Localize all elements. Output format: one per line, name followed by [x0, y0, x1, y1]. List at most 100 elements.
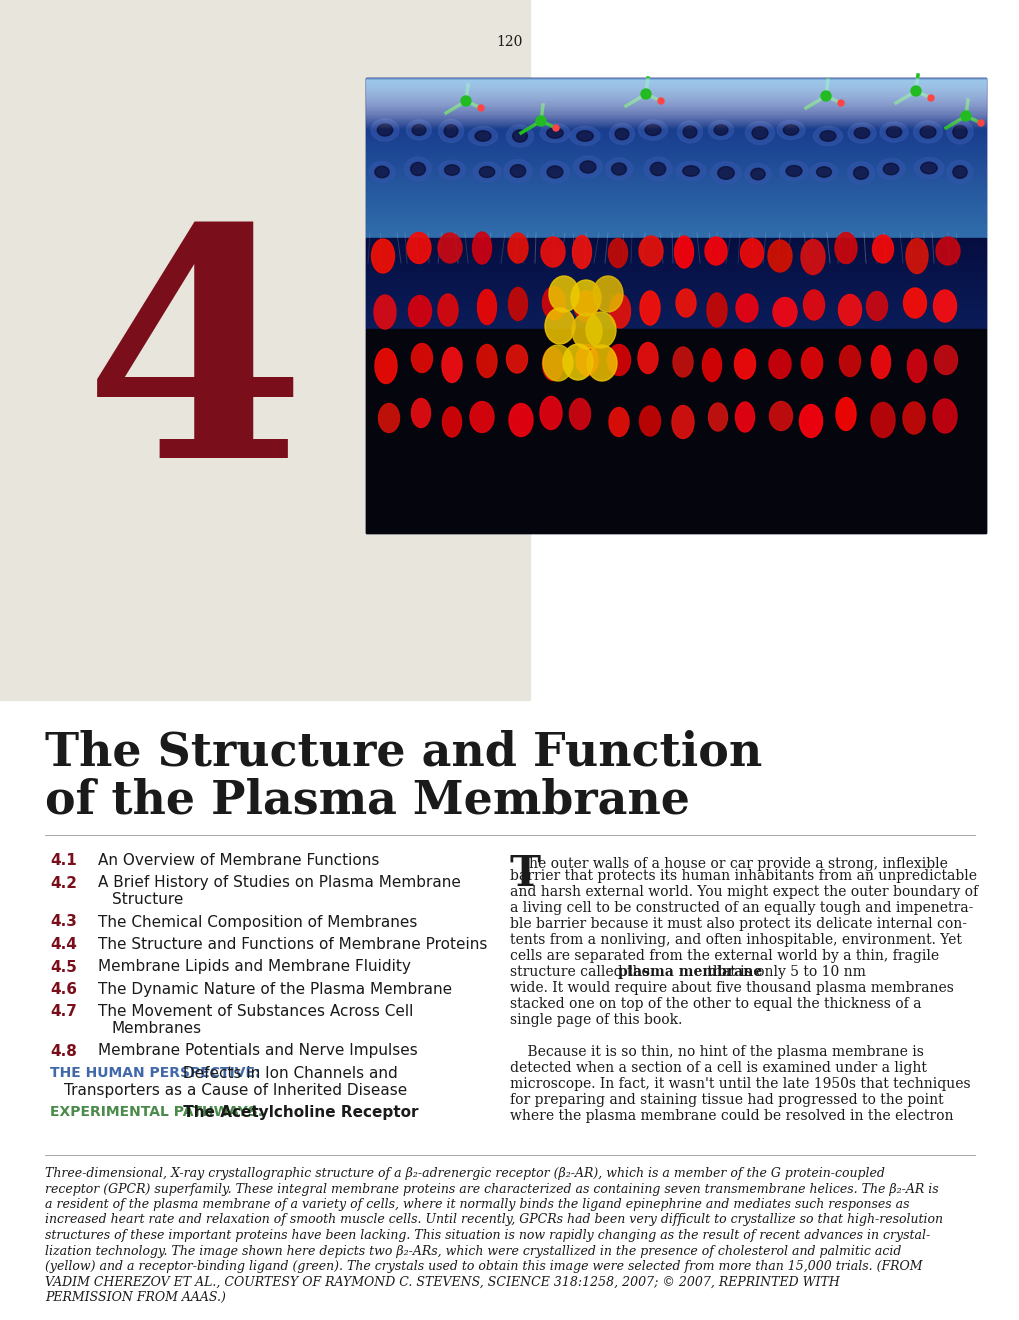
Text: The Dynamic Nature of the Plasma Membrane: The Dynamic Nature of the Plasma Membran…: [98, 982, 451, 997]
Text: PERMISSION FROM AAAS.): PERMISSION FROM AAAS.): [45, 1291, 225, 1304]
Ellipse shape: [683, 125, 696, 139]
Bar: [366, 102, 985, 103]
Ellipse shape: [750, 168, 764, 180]
Ellipse shape: [468, 127, 497, 145]
Ellipse shape: [920, 162, 936, 174]
Ellipse shape: [374, 294, 395, 329]
Ellipse shape: [799, 404, 821, 437]
Bar: [366, 84, 985, 87]
Bar: [366, 114, 985, 115]
Text: Membrane Potentials and Nerve Impulses: Membrane Potentials and Nerve Impulses: [98, 1044, 418, 1059]
Text: detected when a section of a cell is examined under a light: detected when a section of a cell is exa…: [510, 1061, 926, 1074]
Ellipse shape: [708, 403, 727, 432]
Ellipse shape: [735, 403, 754, 432]
Bar: [366, 96, 985, 99]
Bar: [366, 81, 985, 82]
Ellipse shape: [674, 236, 693, 268]
Ellipse shape: [886, 127, 901, 137]
Ellipse shape: [786, 165, 801, 177]
Ellipse shape: [803, 290, 823, 319]
Text: The Chemical Composition of Membranes: The Chemical Composition of Membranes: [98, 915, 417, 929]
Text: Structure: Structure: [112, 892, 183, 907]
Text: for preparing and staining tissue had progressed to the point: for preparing and staining tissue had pr…: [510, 1093, 943, 1107]
Ellipse shape: [745, 121, 773, 144]
Text: The Structure and Functions of Membrane Proteins: The Structure and Functions of Membrane …: [98, 937, 487, 952]
Ellipse shape: [913, 157, 943, 178]
Ellipse shape: [682, 166, 699, 177]
Bar: [366, 78, 985, 533]
Ellipse shape: [673, 347, 692, 378]
Bar: [366, 82, 985, 83]
Ellipse shape: [907, 350, 925, 383]
Text: wide. It would require about five thousand plasma membranes: wide. It would require about five thousa…: [510, 981, 953, 995]
Bar: [366, 104, 985, 106]
Ellipse shape: [946, 120, 972, 144]
Ellipse shape: [571, 280, 600, 315]
Ellipse shape: [768, 401, 792, 430]
Ellipse shape: [614, 128, 629, 140]
Bar: [366, 102, 985, 103]
Ellipse shape: [444, 165, 459, 176]
Ellipse shape: [548, 276, 579, 312]
Bar: [366, 121, 985, 124]
Ellipse shape: [800, 239, 824, 275]
Bar: [366, 106, 985, 107]
Ellipse shape: [676, 289, 695, 317]
Bar: [366, 96, 985, 98]
Text: barrier that protects its human inhabitants from an unpredictable: barrier that protects its human inhabita…: [510, 869, 976, 883]
Circle shape: [478, 106, 484, 111]
Ellipse shape: [546, 128, 562, 139]
Ellipse shape: [810, 162, 837, 181]
Ellipse shape: [919, 125, 935, 139]
Bar: [366, 92, 985, 94]
Ellipse shape: [605, 158, 632, 180]
Bar: [366, 106, 985, 107]
Ellipse shape: [438, 161, 465, 180]
Text: 4: 4: [84, 216, 306, 524]
Text: 4.4: 4.4: [50, 937, 76, 952]
Bar: [366, 90, 985, 91]
Ellipse shape: [952, 166, 966, 178]
Ellipse shape: [776, 120, 804, 140]
Text: THE HUMAN PERSPECTIVE:: THE HUMAN PERSPECTIVE:: [50, 1067, 260, 1080]
Ellipse shape: [713, 125, 728, 135]
Text: A Brief History of Studies on Plasma Membrane: A Brief History of Studies on Plasma Mem…: [98, 875, 461, 891]
Text: plasma membrane: plasma membrane: [618, 965, 761, 979]
Ellipse shape: [544, 308, 575, 345]
Ellipse shape: [838, 294, 861, 326]
Circle shape: [927, 95, 933, 102]
Ellipse shape: [472, 232, 491, 264]
Bar: [366, 108, 985, 110]
Ellipse shape: [441, 347, 462, 383]
Text: cells are separated from the external world by a thin, fragile: cells are separated from the external wo…: [510, 949, 938, 964]
Ellipse shape: [813, 127, 842, 145]
Ellipse shape: [905, 239, 927, 273]
Ellipse shape: [935, 238, 959, 265]
Text: Membranes: Membranes: [112, 1020, 202, 1036]
Ellipse shape: [871, 235, 893, 263]
Bar: [0, 0, 530, 700]
Ellipse shape: [744, 164, 770, 185]
Ellipse shape: [508, 404, 533, 437]
Ellipse shape: [569, 399, 590, 429]
Text: structures of these important proteins have been lacking. This situation is now : structures of these important proteins h…: [45, 1229, 929, 1242]
Text: microscope. In fact, it wasn't until the late 1950s that techniques: microscope. In fact, it wasn't until the…: [510, 1077, 970, 1092]
Ellipse shape: [946, 161, 972, 183]
Circle shape: [461, 96, 471, 106]
Ellipse shape: [407, 232, 431, 264]
Ellipse shape: [836, 397, 855, 430]
Text: 4.8: 4.8: [50, 1044, 76, 1059]
Bar: [366, 92, 985, 95]
Ellipse shape: [932, 399, 956, 433]
Ellipse shape: [740, 239, 763, 268]
Bar: [366, 88, 985, 91]
Ellipse shape: [650, 162, 665, 176]
Ellipse shape: [710, 161, 740, 185]
Text: and harsh external world. You might expect the outer boundary of: and harsh external world. You might expe…: [510, 884, 977, 899]
Text: (yellow) and a receptor-binding ligand (green). The crystals used to obtain this: (yellow) and a receptor-binding ligand (…: [45, 1261, 921, 1272]
Ellipse shape: [592, 276, 623, 312]
Text: he outer walls of a house or car provide a strong, inflexible: he outer walls of a house or car provide…: [529, 857, 947, 871]
Ellipse shape: [586, 345, 616, 381]
Ellipse shape: [879, 121, 907, 143]
Circle shape: [657, 98, 663, 104]
